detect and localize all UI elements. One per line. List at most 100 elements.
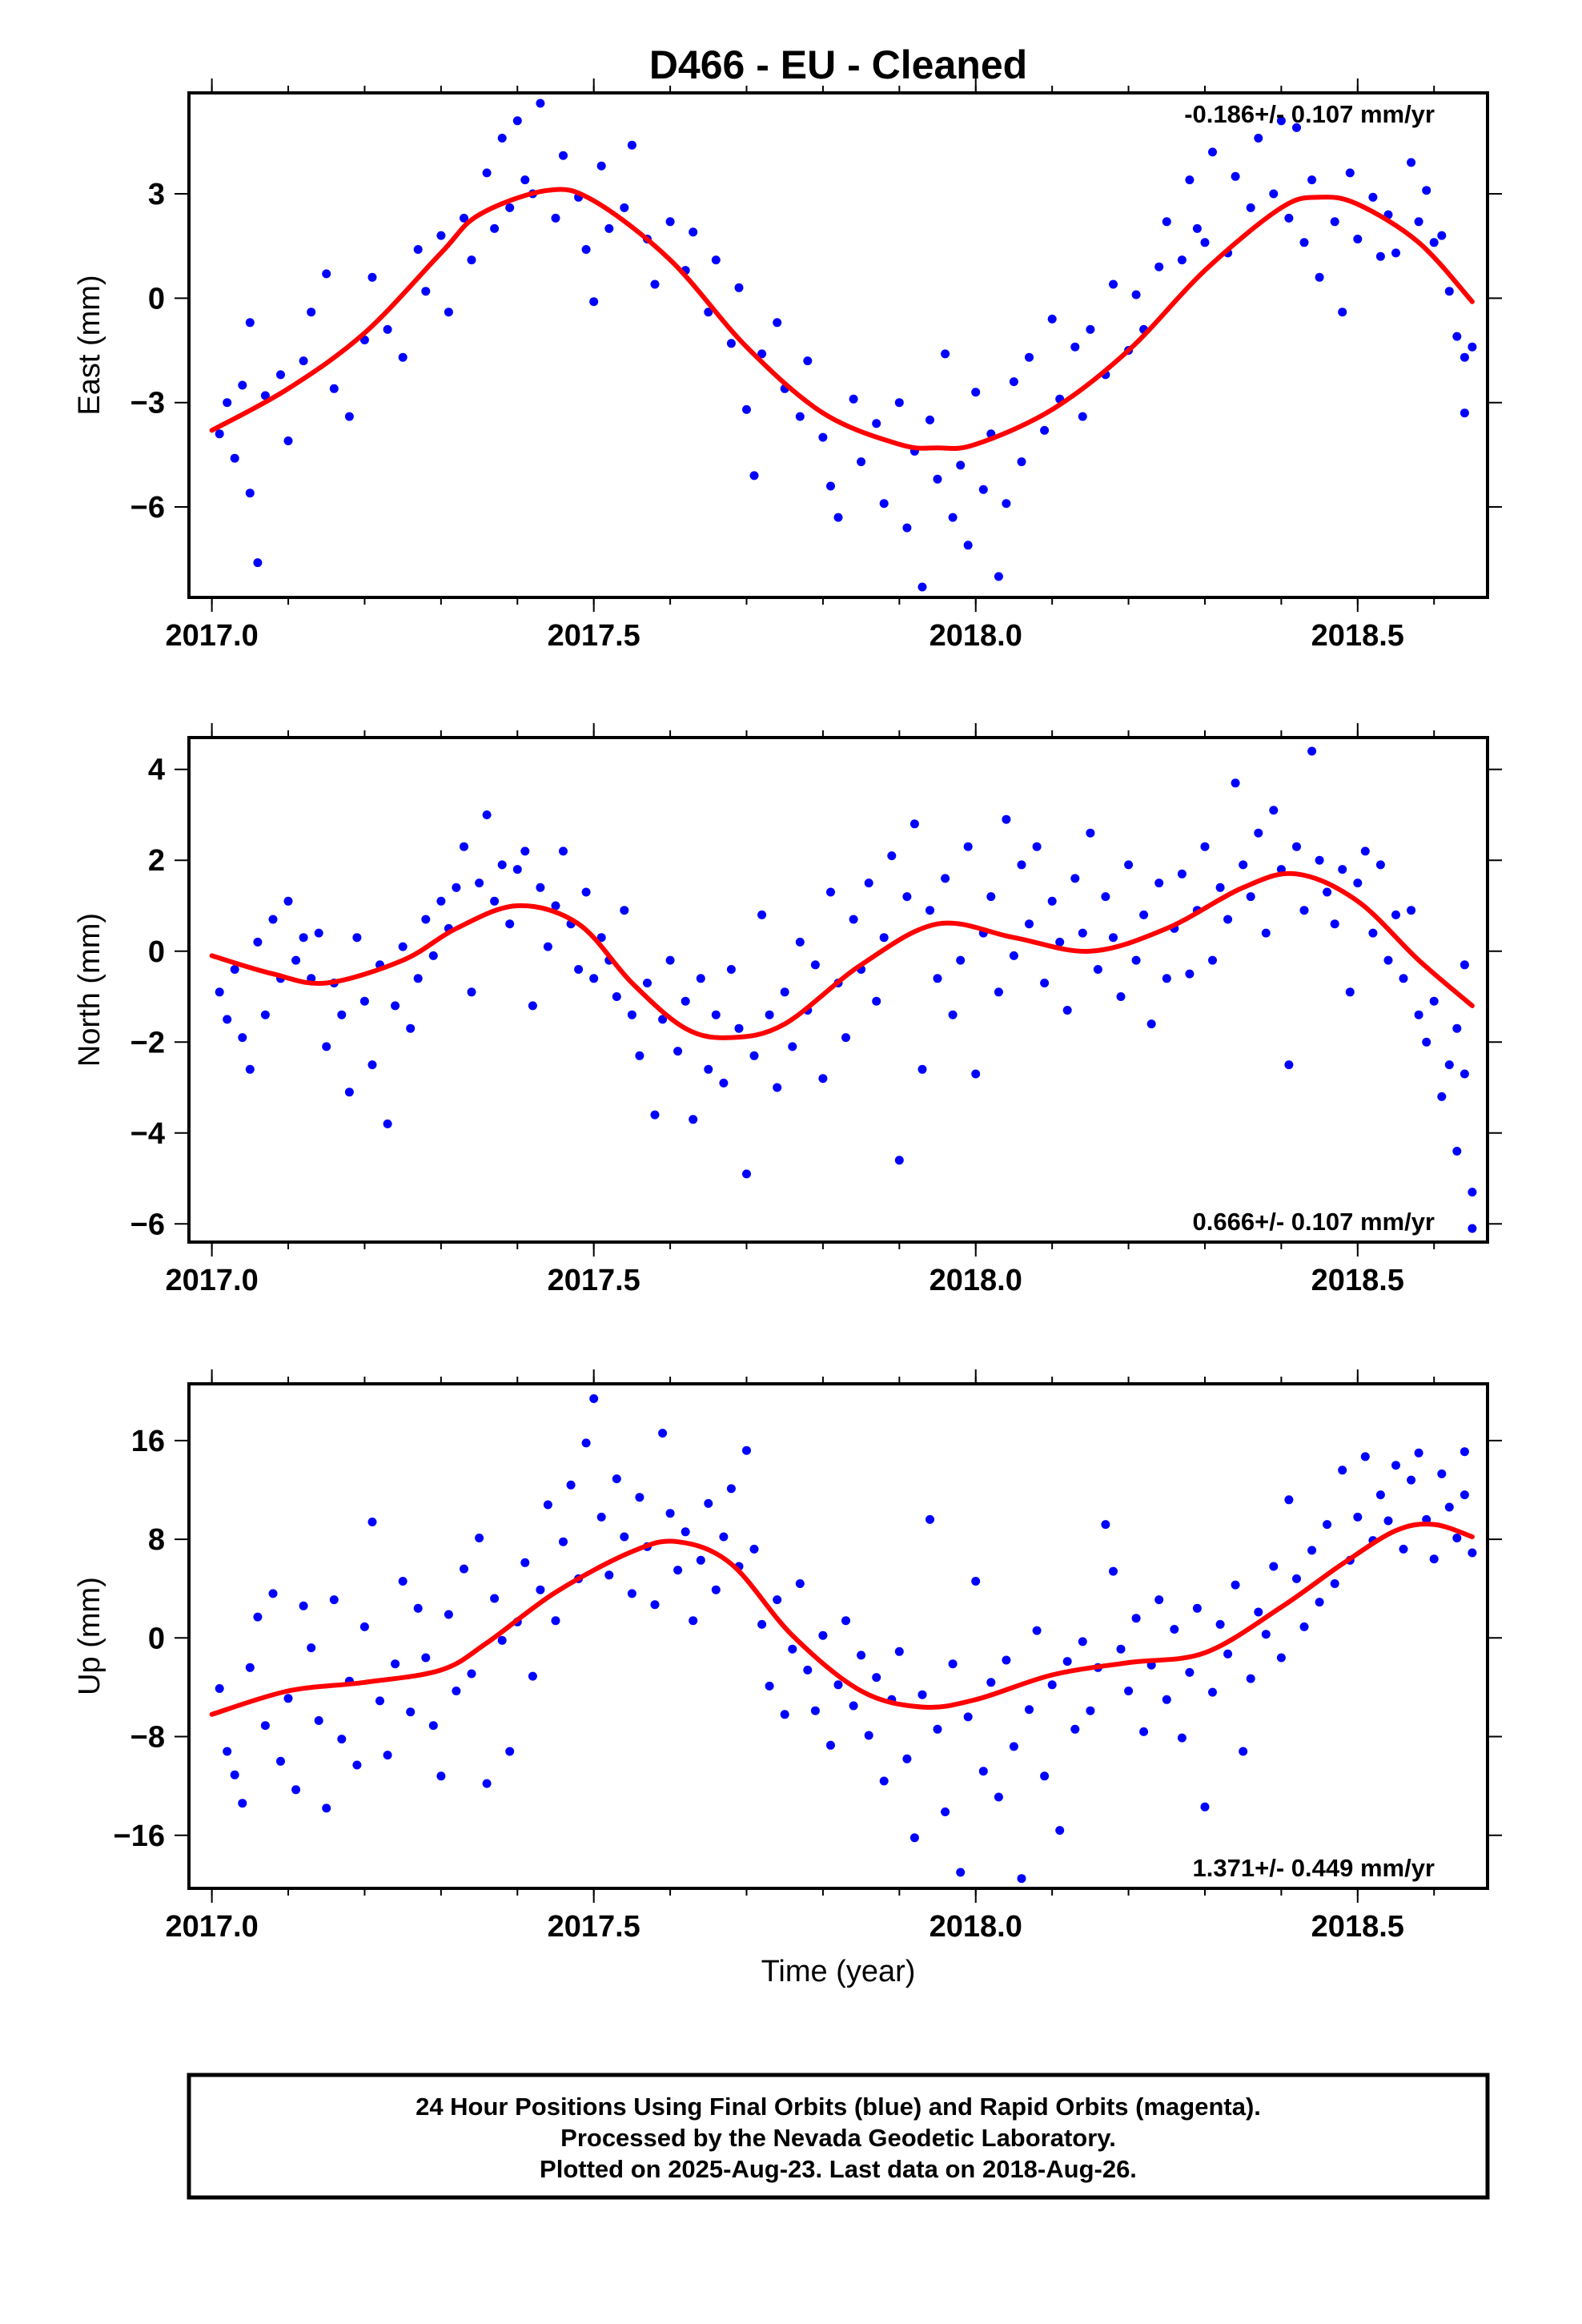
north-data-point xyxy=(482,810,492,819)
up-data-point xyxy=(780,1710,789,1719)
up-data-point xyxy=(826,1740,835,1750)
north-data-point xyxy=(1070,874,1080,883)
footer-frame xyxy=(187,2073,1490,2200)
east-data-point xyxy=(826,481,835,491)
north-data-point xyxy=(788,1042,797,1051)
north-data-point xyxy=(467,987,476,997)
up-data-point xyxy=(352,1760,362,1770)
north-data-point xyxy=(948,1010,958,1019)
up-data-point xyxy=(1177,1733,1186,1743)
north-data-point xyxy=(1215,883,1225,892)
north-x-tick-label: 2018.0 xyxy=(930,1264,1022,1297)
up-data-point xyxy=(1131,1614,1141,1623)
north-data-point xyxy=(1239,860,1248,870)
up-data-point xyxy=(719,1532,729,1542)
north-data-point xyxy=(780,987,789,997)
up-data-point xyxy=(1375,1490,1385,1500)
north-data-point xyxy=(413,974,423,983)
north-data-point xyxy=(1407,906,1416,915)
up-data-point xyxy=(849,1701,858,1711)
up-data-point xyxy=(1017,1874,1026,1884)
north-data-point xyxy=(994,987,1003,997)
up-data-point xyxy=(658,1429,668,1438)
east-data-point xyxy=(497,134,507,143)
east-data-point xyxy=(383,324,392,334)
east-data-point xyxy=(1345,168,1355,178)
up-data-point xyxy=(941,1807,950,1816)
north-data-point xyxy=(268,915,278,924)
north-x-tick-label: 2018.5 xyxy=(1311,1264,1404,1297)
up-data-point xyxy=(1116,1644,1126,1654)
east-data-point xyxy=(1422,186,1431,195)
north-data-point xyxy=(536,883,545,892)
up-data-point xyxy=(1047,1680,1057,1690)
north-data-point xyxy=(757,910,767,919)
up-data-point xyxy=(1101,1520,1110,1530)
north-data-point xyxy=(818,1074,828,1084)
x-axis-label: Time (year) xyxy=(761,1955,916,1988)
north-data-point xyxy=(749,1051,759,1060)
north-data-point xyxy=(926,906,934,915)
up-data-point xyxy=(909,1833,919,1843)
up-data-point xyxy=(1154,1595,1164,1605)
east-data-point xyxy=(1307,175,1317,185)
up-data-point xyxy=(704,1498,713,1508)
north-data-point xyxy=(1025,919,1034,929)
east-data-point xyxy=(726,339,736,348)
east-data-point xyxy=(704,308,713,317)
up-data-point xyxy=(245,1663,255,1672)
north-data-point xyxy=(1200,842,1210,851)
up-data-point xyxy=(1407,1475,1416,1485)
north-data-point xyxy=(1444,1060,1454,1070)
north-data-point xyxy=(963,842,973,851)
north-data-point xyxy=(1223,915,1233,924)
up-data-point xyxy=(367,1518,377,1526)
footer-box: 24 Hour Positions Using Final Orbits (bl… xyxy=(187,2073,1490,2200)
up-data-point xyxy=(742,1445,751,1455)
up-data-point xyxy=(933,1724,942,1734)
up-data-point xyxy=(689,1616,698,1626)
north-data-point xyxy=(1116,992,1126,1001)
east-data-point xyxy=(833,513,843,522)
up-data-point xyxy=(765,1681,774,1691)
up-data-point xyxy=(773,1595,782,1605)
north-data-point xyxy=(841,1033,850,1043)
north-data-point xyxy=(490,896,500,906)
up-data-point xyxy=(1399,1544,1408,1554)
north-data-point xyxy=(719,1078,729,1088)
north-data-point xyxy=(696,974,705,983)
north-data-point xyxy=(1254,828,1263,838)
north-frame xyxy=(187,736,1489,1244)
east-data-point xyxy=(1078,412,1087,421)
east-data-point xyxy=(994,572,1003,581)
east-data-point xyxy=(620,203,629,212)
east-y-axis-label: East (mm) xyxy=(73,275,106,415)
north-data-point xyxy=(1002,814,1011,824)
north-data-point xyxy=(872,996,881,1006)
east-data-point xyxy=(1460,352,1469,362)
east-y-tick-label: 3 xyxy=(148,178,165,211)
up-data-point xyxy=(1009,1742,1018,1751)
up-data-point xyxy=(1055,1826,1065,1835)
up-data-point xyxy=(948,1659,958,1669)
north-data-point xyxy=(1032,842,1042,851)
up-y-tick-label: −8 xyxy=(130,1721,165,1755)
east-data-point xyxy=(795,412,805,421)
up-data-point xyxy=(1360,1452,1370,1462)
north-data-point xyxy=(1315,855,1324,865)
north-data-point xyxy=(505,919,515,929)
up-data-point xyxy=(1223,1649,1233,1659)
north-data-point xyxy=(673,1047,683,1056)
north-data-point xyxy=(627,1010,636,1019)
north-data-point xyxy=(658,1015,668,1024)
up-data-point xyxy=(444,1610,453,1619)
east-data-point xyxy=(948,513,958,522)
north-data-point xyxy=(1292,842,1301,851)
east-data-point xyxy=(941,349,950,359)
up-data-point xyxy=(963,1712,973,1722)
east-data-point xyxy=(963,541,973,550)
east-data-point xyxy=(1407,158,1416,167)
north-data-point xyxy=(742,1169,751,1179)
up-data-point xyxy=(291,1785,301,1795)
north-data-point xyxy=(635,1051,644,1060)
